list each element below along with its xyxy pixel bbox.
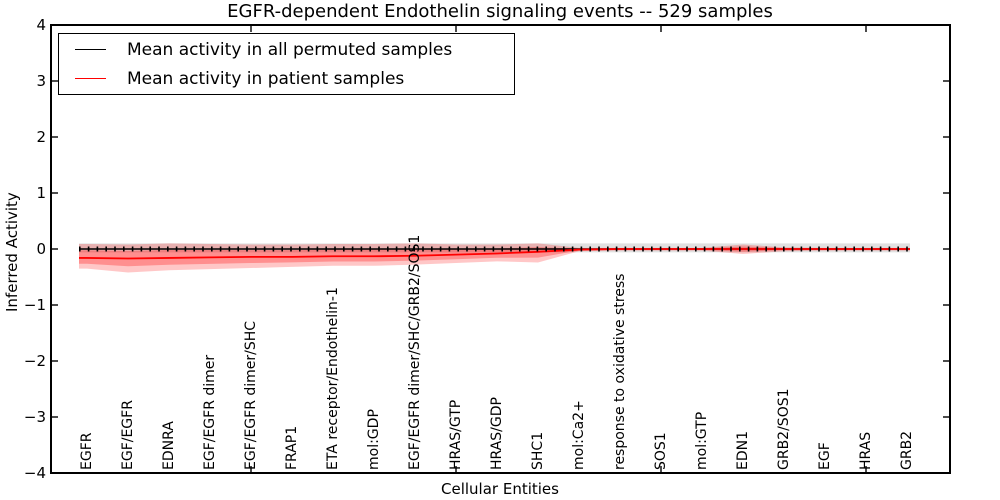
x-tick-label: HRAS/GDP — [489, 397, 505, 470]
permuted-line-sample-icon — [75, 49, 106, 50]
x-tick-label: SOS1 — [653, 432, 669, 470]
x-tick-label: mol:GDP — [366, 409, 382, 470]
x-tick-label: FRAP1 — [284, 425, 300, 470]
x-axis-label: Cellular Entities — [441, 480, 559, 498]
y-tick-label: −1 — [23, 296, 46, 314]
x-tick-label: EDNRA — [161, 421, 177, 470]
legend-item-patient: Mean activity in patient samples — [59, 64, 514, 93]
x-tick-label: ETA receptor/Endothelin-1 — [325, 287, 341, 470]
legend-item-permuted: Mean activity in all permuted samples — [59, 35, 514, 64]
x-tick-label: SHC1 — [530, 431, 546, 470]
y-tick-label: 0 — [36, 240, 46, 258]
x-tick-label: EDN1 — [735, 430, 751, 470]
y-tick-label: 3 — [36, 72, 46, 90]
x-tick-label: response to oxidative stress — [612, 273, 628, 470]
x-tick-label: GRB2/SOS1 — [776, 388, 792, 470]
y-tick-label: −3 — [23, 408, 46, 426]
x-tick-label: GRB2 — [899, 430, 915, 470]
legend: Mean activity in all permuted samples Me… — [58, 33, 515, 95]
y-tick-label: −4 — [23, 464, 46, 482]
x-tick-label: mol:GTP — [694, 411, 710, 470]
y-tick-label: 2 — [36, 128, 46, 146]
x-tick-label: EGF/EGFR dimer/SHC — [243, 320, 259, 470]
legend-label: Mean activity in patient samples — [127, 68, 405, 89]
x-tick-label: HRAS/GTP — [448, 399, 464, 470]
x-tick-label: HRAS — [858, 431, 874, 470]
x-tick-label: EGF — [817, 442, 833, 470]
x-tick-label: EGF/EGFR dimer/SHC/GRB2/SOS1 — [407, 234, 423, 470]
y-tick-label: −2 — [23, 352, 46, 370]
x-tick-label: EGF/EGFR dimer — [202, 354, 218, 470]
chart-title: EGFR-dependent Endothelin signaling even… — [227, 1, 773, 22]
patient-line-sample-icon — [75, 78, 106, 79]
x-tick-label: EGF/EGFR — [120, 400, 136, 470]
x-tick-label: EGFR — [79, 432, 95, 470]
x-tick-label: mol:Ca2+ — [571, 400, 587, 470]
y-tick-label: 4 — [36, 16, 46, 34]
legend-label: Mean activity in all permuted samples — [127, 39, 453, 60]
y-tick-label: 1 — [36, 184, 46, 202]
